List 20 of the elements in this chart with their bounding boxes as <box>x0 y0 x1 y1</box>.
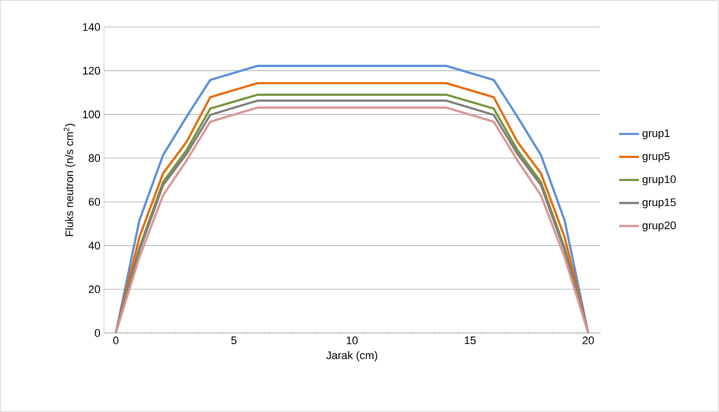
y-tick-label: 0 <box>94 329 100 337</box>
y-tick-label: 140 <box>83 23 100 31</box>
legend-label: grup15 <box>642 198 676 208</box>
legend-label: grup20 <box>642 221 676 232</box>
y-axis-title: Fluks neutron (n/s cm$^{2}$) <box>64 124 76 236</box>
y-tick-label: 20 <box>88 285 100 294</box>
y-tick-label: 80 <box>88 154 100 162</box>
x-tick-label: 20 <box>582 336 594 344</box>
y-tick-label: 40 <box>88 242 100 250</box>
x-tick-label: 10 <box>346 336 358 344</box>
legend-label: grup5 <box>642 152 670 162</box>
y-tick-label: 100 <box>83 110 100 118</box>
y-tick-label: 120 <box>83 66 100 75</box>
x-tick-label: 0 <box>113 336 118 344</box>
x-tick-label: 15 <box>464 336 476 344</box>
legend-label: grup1 <box>642 129 670 140</box>
x-tick-label: 5 <box>231 336 236 344</box>
y-tick-label: 60 <box>88 198 100 206</box>
legend-label: grup10 <box>642 175 676 186</box>
x-axis-title: Jarak (cm) <box>326 351 378 362</box>
